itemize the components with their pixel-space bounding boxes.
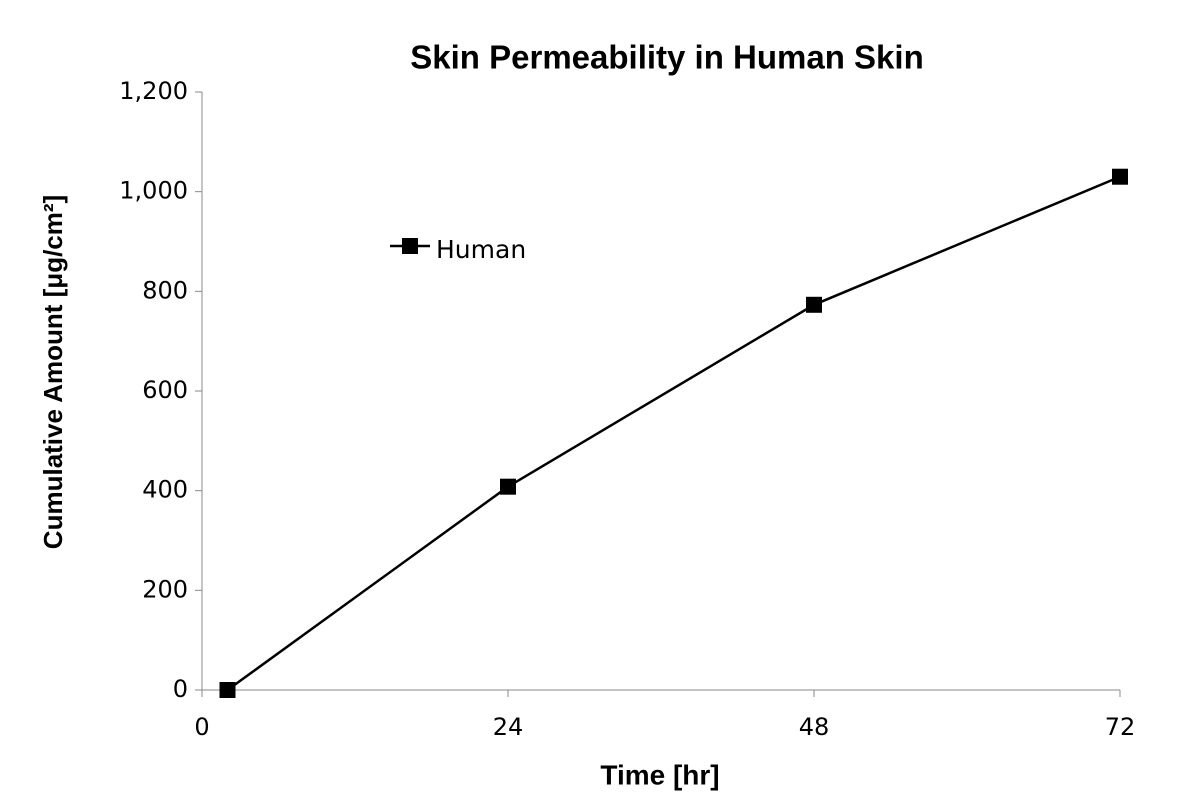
x-tick-label: 72: [1105, 713, 1136, 741]
chart-title: Skin Permeability in Human Skin: [410, 39, 923, 76]
x-axis-label: Time [hr]: [600, 759, 719, 790]
x-tick-label: 0: [194, 713, 209, 741]
data-point: [219, 682, 236, 698]
data-point: [806, 296, 822, 313]
legend-marker: [402, 238, 418, 254]
legend-label: Human: [436, 235, 526, 264]
data-point: [500, 478, 516, 495]
y-tick-label: 600: [142, 376, 188, 404]
y-tick-label: 1,000: [119, 177, 188, 205]
y-tick-label: 200: [142, 575, 188, 603]
series-line: [226, 175, 1121, 692]
y-tick-label: 800: [142, 276, 188, 304]
y-axis-label: Cumulative Amount [μg/cm²]: [38, 195, 68, 549]
y-tick-label: 1,200: [119, 77, 188, 105]
y-tick-label: 400: [142, 476, 188, 504]
x-tick-label: 24: [493, 713, 524, 741]
x-tick-label: 48: [799, 713, 830, 741]
data-point: [1112, 168, 1128, 185]
y-tick-label: 0: [173, 675, 188, 703]
